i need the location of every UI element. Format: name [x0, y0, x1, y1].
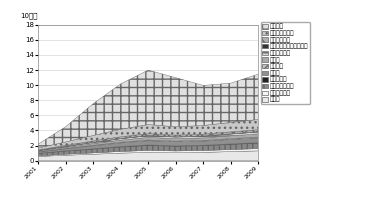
Text: 10億円: 10億円	[21, 13, 38, 19]
Legend: 特殊寡台, 特殊寡台付属品, 移動用リフト, 痴呆性老人徘徨感知機器, 歩行補助つえ, 歩行器, スロープ, 手すり, 体位変換器, 床ずれ防止用具, 車いす付: 特殊寡台, 特殊寡台付属品, 移動用リフト, 痴呆性老人徘徨感知機器, 歩行補助…	[261, 22, 310, 104]
